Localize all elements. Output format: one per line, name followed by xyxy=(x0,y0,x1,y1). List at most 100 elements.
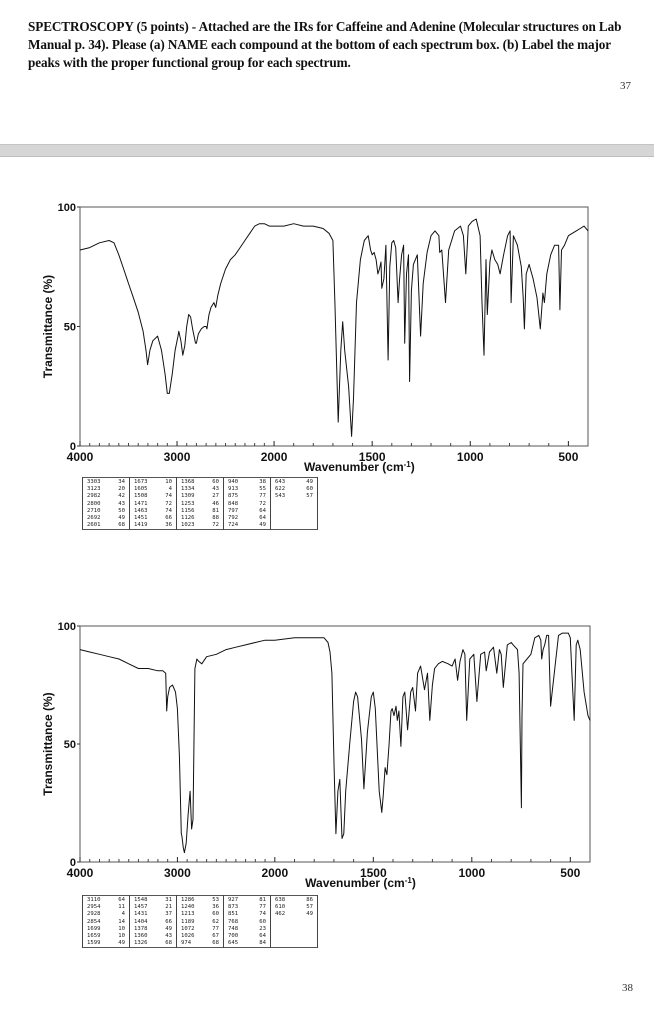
peak-entry: 1431 37 xyxy=(134,911,172,918)
x-tick-label: 4000 xyxy=(67,866,94,880)
peak-table-1: 3303 34 3123 20 2982 42 2800 43 2710 50 2692 49 2601… xyxy=(82,477,318,531)
peak-entry: 1126 88 xyxy=(181,515,219,522)
x-tick-label: 1000 xyxy=(458,866,485,880)
y-tick-label: 100 xyxy=(58,202,76,214)
peak-entry: 1189 62 xyxy=(181,918,219,925)
peak-entry: 748 23 xyxy=(228,925,266,932)
peak-entry: 622 60 xyxy=(275,486,313,493)
peak-entry: 1309 27 xyxy=(181,493,219,500)
peak-entry: 1508 74 xyxy=(134,493,172,500)
peak-entry: 940 38 xyxy=(228,479,266,485)
peak-entry: 2710 50 xyxy=(87,507,125,514)
x-tick-label: 3000 xyxy=(164,450,191,464)
peak-entry: 1673 10 xyxy=(134,479,172,485)
peak-entry: 610 57 xyxy=(275,904,313,911)
peak-entry: 1378 49 xyxy=(134,925,172,932)
y-tick-label: 100 xyxy=(58,621,76,633)
peak-entry: 1451 66 xyxy=(134,515,172,522)
x-tick-label: 2000 xyxy=(261,450,288,464)
peak-entry: 768 60 xyxy=(228,918,266,925)
peak-entry: 1026 67 xyxy=(181,933,219,940)
peak-entry: 1326 68 xyxy=(134,940,172,947)
peak-entry: 700 64 xyxy=(228,933,266,940)
peak-entry: 3123 20 xyxy=(87,486,125,493)
peak-entry: 2601 68 xyxy=(87,522,125,529)
peak-entry xyxy=(275,919,313,926)
peak-entry: 1240 36 xyxy=(181,904,219,911)
y-tick-label: 0 xyxy=(70,441,76,453)
peak-entry: 875 77 xyxy=(228,493,266,500)
peak-entry: 792 64 xyxy=(228,515,266,522)
peak-entry: 927 81 xyxy=(228,897,266,903)
peak-table-row: 3303 34 3123 20 2982 42 2800 43 2710 50 2692 49 2601… xyxy=(82,477,318,530)
peak-entry: 724 49 xyxy=(228,522,266,529)
x-tick-label: 500 xyxy=(558,450,578,464)
peak-table-row: 3110 64 2954 11 2928 4 2854 14 1699 10 1659 10 1599 4… xyxy=(82,895,318,948)
y-axis-label: Transmittance (%) xyxy=(41,275,55,378)
peak-entry: 873 77 xyxy=(228,904,266,911)
peak-entry: 2854 14 xyxy=(87,918,125,925)
x-axis-label: Wavenumber (cm-1) xyxy=(305,876,416,891)
y-tick-label: 0 xyxy=(70,857,76,869)
peak-entry: 1457 21 xyxy=(134,904,172,911)
peak-entry: 851 74 xyxy=(228,911,266,918)
peak-entry xyxy=(275,926,313,933)
peak-table-column: 1548 31 1457 21 1431 37 1404 66 1378 49 1360 43 1326… xyxy=(129,895,177,948)
peak-entry: 1605 4 xyxy=(134,486,172,493)
peak-entry: 1253 46 xyxy=(181,500,219,507)
peak-entry: 974 68 xyxy=(181,940,219,947)
peak-entry: 1699 10 xyxy=(87,925,125,932)
page-separator xyxy=(0,144,654,157)
peak-table-column: 643 49 622 60 543 57 xyxy=(270,477,318,530)
question-text: SPECTROSCOPY (5 points) - Attached are t… xyxy=(28,19,622,70)
peak-entry: 2800 43 xyxy=(87,500,125,507)
spectrum-curve xyxy=(79,632,591,854)
peak-table-column: 927 81 873 77 851 74 768 60 748 23 700 64 645 84 xyxy=(223,895,271,948)
peak-entry: 2982 42 xyxy=(87,493,125,500)
peak-entry: 1659 10 xyxy=(87,933,125,940)
y-tick-label: 50 xyxy=(64,322,76,334)
peak-table-column: 3110 64 2954 11 2928 4 2854 14 1699 10 1659 10 1599 4… xyxy=(82,895,130,948)
x-tick-label: 2000 xyxy=(261,866,288,880)
peak-entry: 1023 72 xyxy=(181,522,219,529)
peak-entry: 2928 4 xyxy=(87,911,125,918)
peak-table-column: 1286 53 1240 36 1213 60 1189 62 1072 77 1026 67 974 6… xyxy=(176,895,224,948)
peak-entry: 1599 49 xyxy=(87,940,125,947)
y-tick-label: 50 xyxy=(64,739,76,751)
peak-entry: 1471 72 xyxy=(134,500,172,507)
peak-entry: 543 57 xyxy=(275,493,313,500)
peak-entry: 1419 36 xyxy=(134,522,172,529)
peak-entry: 1463 74 xyxy=(134,507,172,514)
x-tick-label: 1000 xyxy=(457,450,484,464)
peak-table-column: 638 86 610 57 462 49 xyxy=(270,895,318,948)
peak-entry: 913 55 xyxy=(228,486,266,493)
peak-entry: 1404 66 xyxy=(134,918,172,925)
y-axis-label: Transmittance (%) xyxy=(41,692,55,795)
peak-entry: 1548 31 xyxy=(134,897,172,903)
page-number-bottom: 38 xyxy=(622,982,633,994)
peak-table-column: 1673 10 1605 4 1508 74 1471 72 1463 74 1451 66 1419 3… xyxy=(129,477,177,530)
peak-entry: 645 84 xyxy=(228,940,266,947)
x-axis-label: Wavenumber (cm-1) xyxy=(304,460,415,475)
peak-entry: 2692 49 xyxy=(87,515,125,522)
peak-entry: 1156 81 xyxy=(181,507,219,514)
peak-entry: 1286 53 xyxy=(181,897,219,903)
peak-entry: 1072 77 xyxy=(181,925,219,932)
page-number-top: 37 xyxy=(620,80,631,92)
peak-entry: 1368 60 xyxy=(181,479,219,485)
peak-entry: 638 86 xyxy=(275,897,313,903)
x-tick-label: 500 xyxy=(560,866,580,880)
peak-table-column: 1368 60 1334 43 1309 27 1253 46 1156 81 1126 88 1023… xyxy=(176,477,224,530)
peak-entry: 3303 34 xyxy=(87,479,125,485)
x-tick-label: 1500 xyxy=(359,450,386,464)
spectrum-curve xyxy=(79,218,589,437)
peak-entry: 3110 64 xyxy=(87,897,125,903)
peak-entry: 2954 11 xyxy=(87,904,125,911)
peak-table-2: 3110 64 2954 11 2928 4 2854 14 1699 10 1659 10 1599 4… xyxy=(82,895,318,949)
peak-entry: 797 64 xyxy=(228,507,266,514)
peak-table-column: 940 38 913 55 875 77 848 72 797 64 792 64 724 49 xyxy=(223,477,271,530)
peak-entry: 1334 43 xyxy=(181,486,219,493)
x-tick-label: 3000 xyxy=(164,866,191,880)
